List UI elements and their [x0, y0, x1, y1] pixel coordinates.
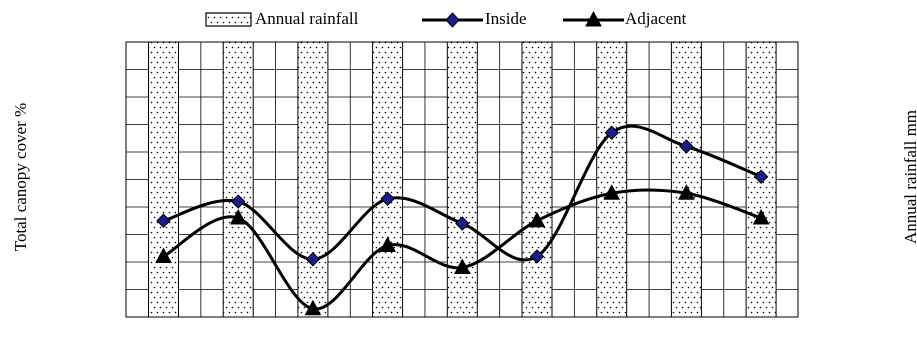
y-axis-label-right: Annual rainfall mm — [901, 109, 917, 245]
legend-label-adjacent: Adjacent — [625, 9, 687, 28]
bar-annual-rainfall — [446, 41, 478, 318]
legend-marker-inside — [445, 12, 460, 28]
point-adjacent — [603, 184, 621, 200]
point-inside — [380, 191, 395, 206]
point-inside — [604, 125, 619, 140]
point-adjacent — [229, 208, 247, 225]
point-inside — [753, 169, 769, 184]
bar-annual-rainfall — [670, 41, 702, 318]
point-adjacent — [155, 247, 172, 263]
point-adjacent — [304, 299, 322, 316]
point-inside — [679, 139, 694, 154]
legend-label-inside: Inside — [485, 9, 527, 28]
series-line-adjacent — [162, 188, 762, 311]
bar-annual-rainfall — [521, 41, 553, 318]
point-inside — [529, 249, 545, 264]
point-adjacent — [379, 236, 396, 252]
point-inside — [230, 194, 246, 209]
y-axis-label-left: Total canopy cover % — [11, 102, 30, 252]
legend-marker-adjacent — [585, 10, 602, 27]
point-adjacent — [678, 184, 695, 200]
bar-annual-rainfall — [148, 41, 179, 318]
legend-label-annual-rainfall: Annual rainfall — [255, 9, 359, 28]
point-adjacent — [752, 208, 770, 225]
bar-annual-rainfall — [222, 41, 254, 318]
bar-annual-rainfall — [297, 41, 329, 318]
bar-annual-rainfall — [596, 41, 628, 318]
point-adjacent — [453, 258, 471, 274]
bar-annual-rainfall — [372, 41, 404, 318]
point-adjacent — [528, 211, 546, 228]
legend-swatch-annual-rainfall — [205, 12, 252, 27]
point-inside — [305, 252, 321, 267]
point-inside — [455, 216, 470, 231]
point-inside — [156, 213, 171, 228]
